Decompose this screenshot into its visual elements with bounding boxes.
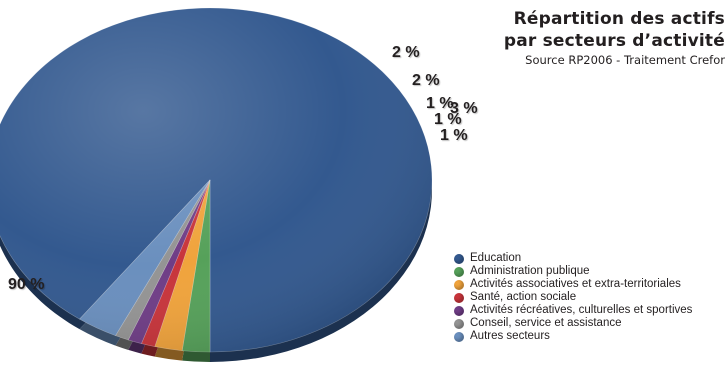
legend-label: Santé, action sociale: [470, 291, 577, 303]
legend-item: Activités récréatives, culturelles et sp…: [454, 304, 692, 317]
legend-label: Autres secteurs: [470, 330, 550, 342]
legend-item: Santé, action sociale: [454, 291, 692, 304]
chart-title-line2: par secteurs d’activité: [503, 31, 725, 51]
legend-swatch: [454, 305, 464, 316]
legend-label: Administration publique: [470, 265, 590, 277]
legend-label: Education: [470, 252, 522, 264]
legend-label: Activités associatives et extra-territor…: [470, 278, 681, 290]
slice-label-administration: 2 %: [392, 44, 420, 61]
chart-source: Source RP2006 - Traitement Crefor: [525, 53, 725, 67]
chart-title-block: Répartition des actifs par secteurs d’ac…: [504, 8, 725, 68]
legend-swatch: [454, 331, 464, 342]
slice-label-recreatives: 1 %: [434, 111, 462, 128]
legend-item: Activités associatives et extra-territor…: [454, 278, 692, 291]
slice-label-conseil: 1 %: [440, 127, 468, 144]
legend-item: Administration publique: [454, 265, 692, 278]
legend-item: Autres secteurs: [454, 330, 692, 343]
slice-label-autres: 3 %: [450, 100, 478, 117]
pie-slice-education: [0, 7, 433, 353]
legend-item: Conseil, service et assistance: [454, 317, 692, 330]
slice-label-associatives: 2 %: [412, 72, 440, 89]
legend-item: Education: [454, 252, 692, 265]
legend-swatch: [454, 253, 464, 264]
legend-swatch: [454, 266, 464, 277]
legend-swatch: [454, 318, 464, 329]
legend: Education Administration publique Activi…: [454, 252, 692, 343]
legend-swatch: [454, 279, 464, 290]
slice-label-education: 90 %: [8, 276, 45, 293]
legend-swatch: [454, 292, 464, 303]
slice-label-sante: 1 %: [426, 95, 454, 112]
legend-label: Conseil, service et assistance: [470, 317, 622, 329]
chart-title-line1: Répartition des actifs: [513, 9, 725, 29]
legend-label: Activités récréatives, culturelles et sp…: [470, 304, 693, 316]
